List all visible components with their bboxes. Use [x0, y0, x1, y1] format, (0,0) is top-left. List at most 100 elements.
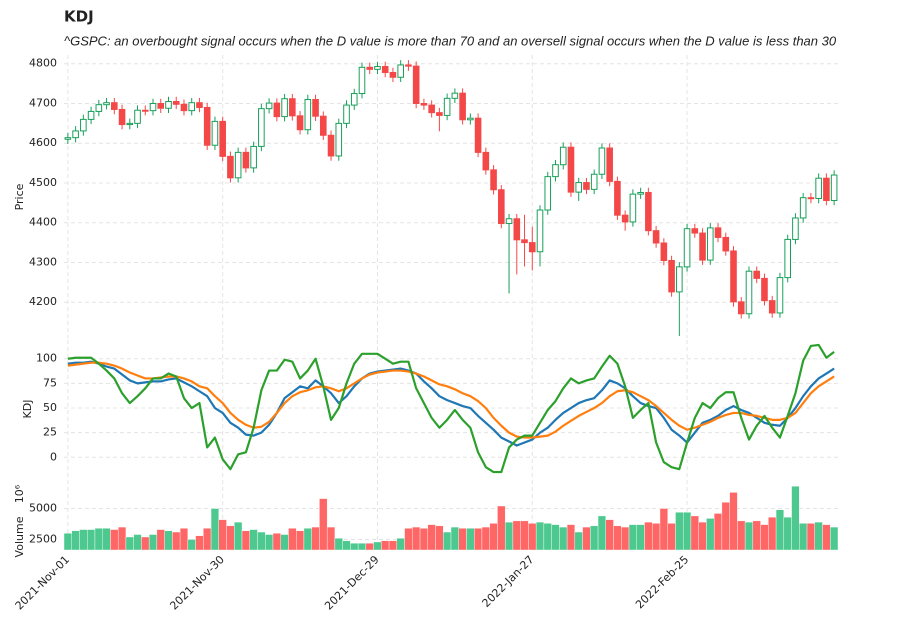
- volume-bar: [590, 525, 599, 551]
- volume-bar: [659, 508, 668, 551]
- volume-bar: [582, 526, 591, 551]
- volume-bar: [79, 529, 88, 551]
- kdj-line: [67, 361, 835, 439]
- volume-bar: [319, 498, 328, 551]
- volume-bar: [698, 521, 707, 551]
- candle-body: [374, 66, 381, 70]
- chart-title: KDJ: [64, 8, 94, 26]
- candle-body: [498, 189, 505, 225]
- candle-body: [273, 102, 281, 118]
- volume-bar: [690, 515, 699, 551]
- volume-bar: [296, 530, 305, 551]
- candle-body: [335, 122, 343, 157]
- candle-body: [95, 104, 103, 112]
- volume-bar: [528, 523, 537, 551]
- volume-bar: [234, 521, 243, 551]
- volume-bar: [760, 524, 769, 551]
- candle-body: [134, 109, 141, 124]
- volume-bar: [783, 516, 792, 551]
- y-axis-label: Volume: [13, 516, 26, 557]
- candle-body: [676, 266, 683, 293]
- volume-bar: [187, 539, 196, 551]
- y-tick-label: 4200: [29, 295, 57, 308]
- candle-body: [590, 173, 598, 190]
- candle-body: [219, 120, 226, 157]
- volume-bar: [605, 519, 614, 551]
- candle-body: [381, 66, 389, 73]
- candle-body: [265, 102, 273, 110]
- candle-body: [350, 93, 358, 106]
- volume-bar: [117, 526, 127, 551]
- candle-body: [583, 182, 590, 190]
- volume-bar: [326, 526, 336, 551]
- volume-bar: [791, 485, 800, 551]
- candle-body: [467, 117, 474, 121]
- x-tick-label: 2021-Nov-01: [13, 553, 72, 612]
- volume-bar: [481, 526, 490, 551]
- candle-body: [420, 102, 428, 106]
- candle-body: [258, 108, 265, 147]
- volume-bar: [628, 524, 637, 551]
- volume-bar: [311, 526, 320, 551]
- volume-bar: [706, 518, 715, 551]
- candle-body: [428, 104, 435, 114]
- candle-body: [397, 64, 404, 78]
- volume-bar: [288, 528, 297, 551]
- candle-body: [536, 209, 544, 253]
- candle-body: [660, 242, 668, 261]
- volume-bar: [814, 521, 823, 551]
- candle-body: [188, 102, 196, 112]
- candle-body: [366, 66, 374, 70]
- candle-body: [714, 227, 722, 238]
- candle-body: [443, 97, 451, 116]
- volume-bar: [535, 521, 545, 551]
- volume-bar: [543, 523, 552, 551]
- y-tick-label: 25: [43, 426, 57, 439]
- candle-body: [165, 101, 172, 109]
- volume-bar: [613, 525, 622, 551]
- y-tick-label: 0: [50, 450, 57, 463]
- candle-body: [343, 104, 350, 124]
- candle-body: [172, 101, 180, 105]
- x-tick-label: 2021-Nov-30: [167, 553, 226, 612]
- y-tick-label: 100: [36, 352, 57, 365]
- candle-body: [436, 112, 443, 116]
- panel: 0 25 50 75 100: [36, 340, 838, 478]
- candle-body: [490, 169, 497, 191]
- volume-bar: [265, 534, 274, 551]
- candle-body: [289, 98, 296, 117]
- volume-bar: [636, 524, 645, 551]
- volume-bar: [520, 520, 529, 551]
- candle-body: [304, 99, 312, 131]
- y-tick-label: 4500: [29, 176, 57, 189]
- x-tick-label: 2022-Feb-25: [633, 553, 691, 611]
- candle-body: [784, 238, 791, 279]
- candle-body: [482, 151, 490, 171]
- candle-body: [807, 197, 815, 200]
- volume-bar: [280, 534, 289, 551]
- kdj-line: [67, 360, 835, 447]
- volume-bar: [713, 513, 723, 551]
- candle-body: [412, 65, 420, 104]
- y-tick-label: 75: [43, 376, 57, 389]
- candle-body: [281, 98, 288, 118]
- volume-bar: [164, 530, 173, 551]
- volume-bar: [412, 526, 421, 551]
- volume-bar: [365, 542, 374, 551]
- volume-bar: [489, 523, 498, 551]
- volume-bar: [272, 533, 281, 551]
- candle-body: [250, 145, 257, 169]
- candle-body: [389, 71, 397, 78]
- candle-body: [737, 301, 745, 315]
- candle-body: [528, 242, 536, 253]
- volume-bar: [806, 523, 815, 551]
- candle-body: [203, 106, 211, 146]
- volume-bar: [249, 529, 258, 551]
- candle-body: [234, 151, 242, 179]
- volume-bar: [419, 528, 428, 551]
- kdj-line: [67, 343, 835, 474]
- volume-bar: [226, 525, 235, 551]
- candle-body: [513, 218, 521, 241]
- volume-bar: [241, 530, 250, 551]
